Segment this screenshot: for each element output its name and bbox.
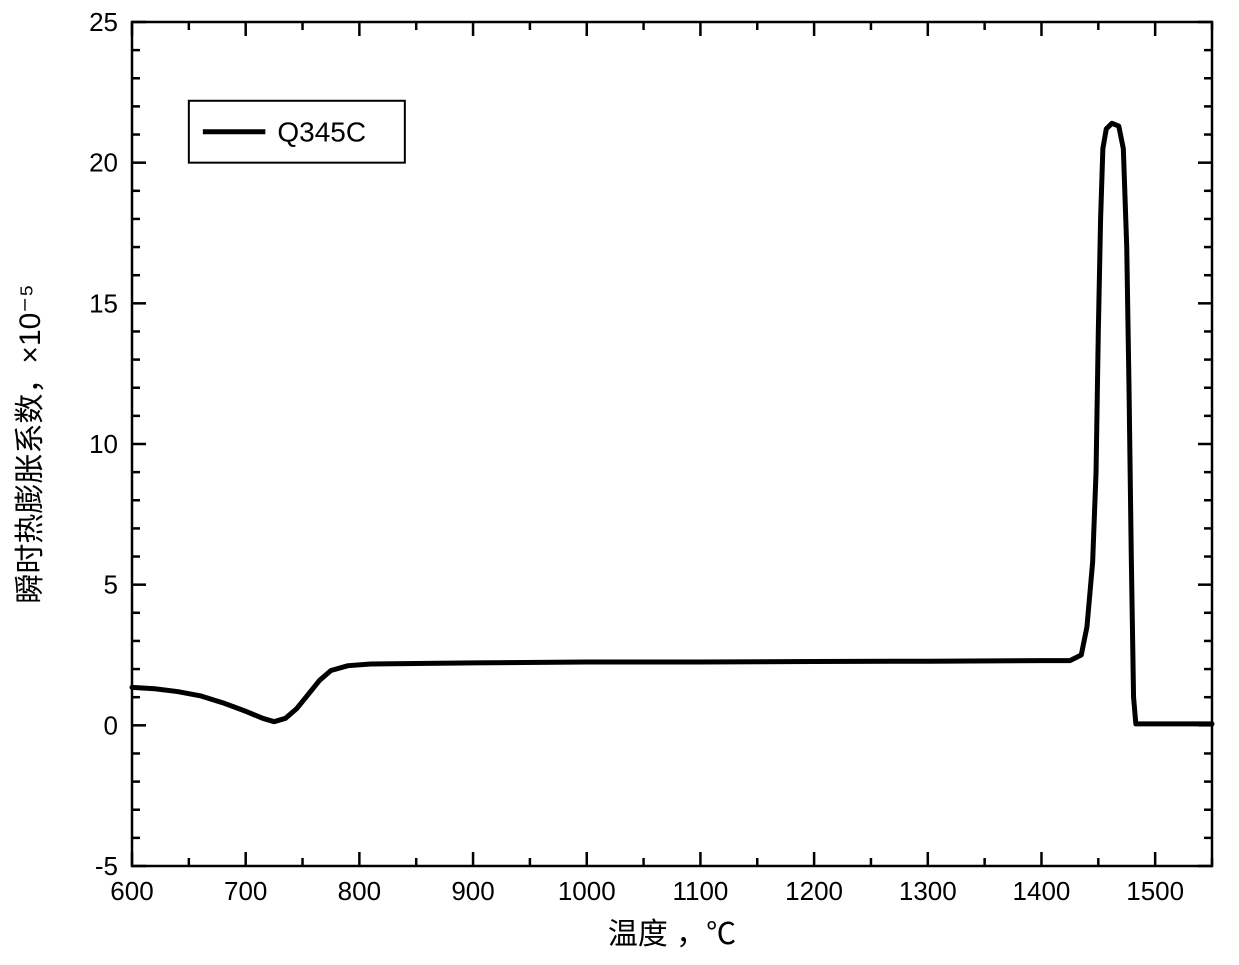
x-tick-label: 1000 [558,876,616,906]
x-tick-label: 1100 [672,876,728,906]
y-tick-label: 25 [89,7,118,37]
x-tick-label: 1200 [785,876,843,906]
y-axis-label: 瞬时热膨胀系数，×10⁻⁵ [14,284,47,603]
y-tick-label: 20 [89,148,118,178]
x-tick-label: 800 [338,876,381,906]
chart-svg: 600700800900100011001200130014001500-505… [0,0,1239,965]
x-tick-label: 1400 [1013,876,1071,906]
chart-container: 600700800900100011001200130014001500-505… [0,0,1239,965]
x-axis-label: 温度 ，℃ [608,918,736,951]
y-tick-label: 0 [104,710,118,740]
legend-label: Q345C [277,117,366,148]
y-tick-label: -5 [95,851,118,881]
x-tick-label: 900 [451,876,494,906]
x-tick-label: 700 [224,876,267,906]
x-tick-label: 1500 [1126,876,1184,906]
y-tick-label: 5 [104,570,118,600]
x-tick-label: 1300 [899,876,957,906]
y-tick-label: 15 [89,288,118,318]
y-tick-label: 10 [89,429,118,459]
